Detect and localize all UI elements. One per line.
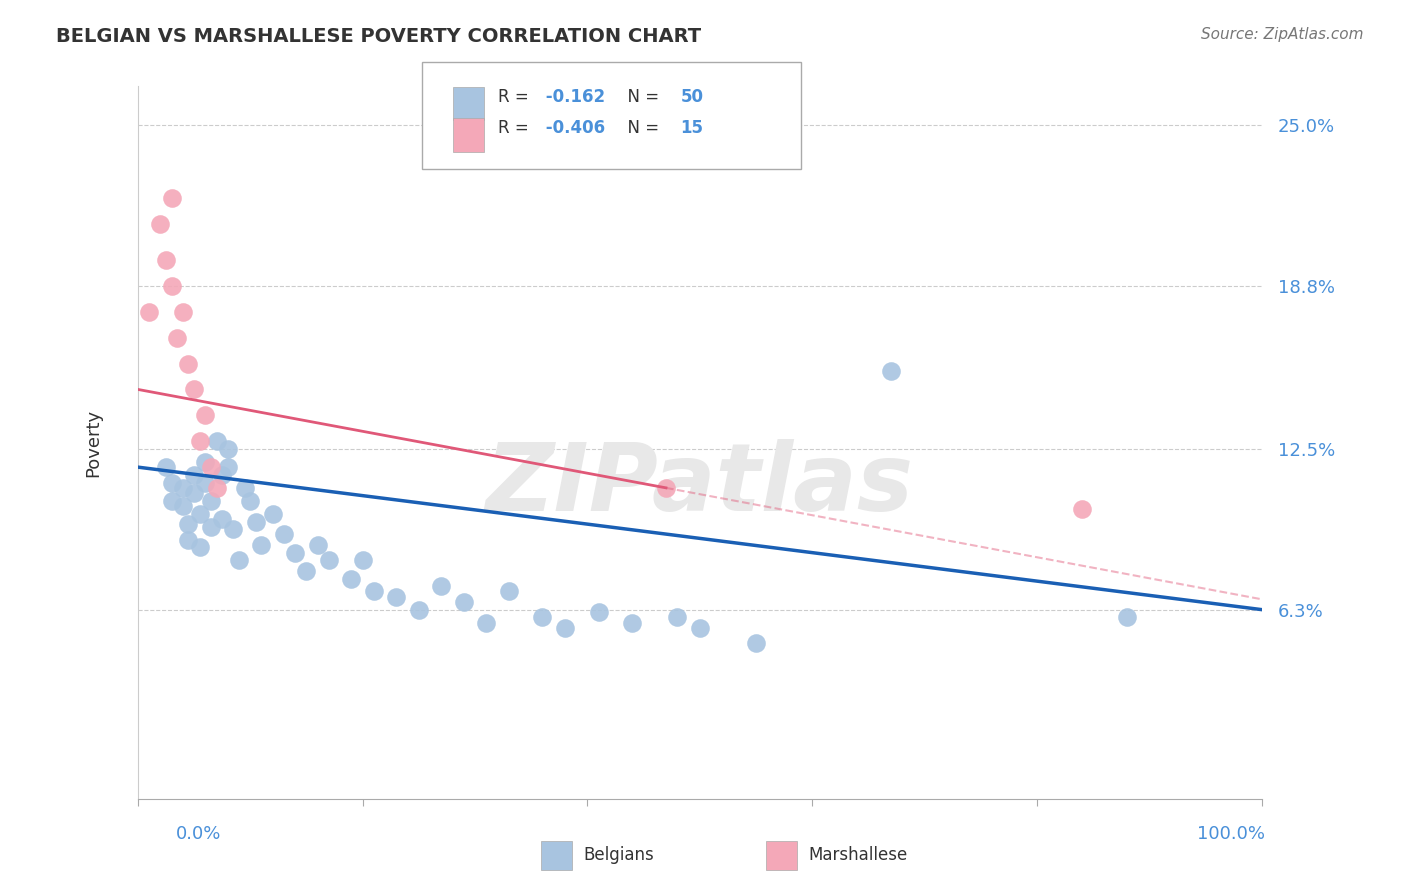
Text: 0.0%: 0.0% (176, 825, 221, 843)
Point (217, 442, 239, 456)
Text: 50: 50 (681, 87, 703, 105)
Point (194, 475, 217, 490)
Point (228, 553, 250, 567)
Point (188, 507, 211, 521)
Point (262, 507, 284, 521)
Point (1070, 501, 1092, 516)
Point (239, 493, 262, 508)
Point (160, 278, 183, 293)
Point (666, 610, 689, 624)
Point (177, 533, 200, 547)
Point (155, 460, 177, 475)
Text: Marshallese: Marshallese (808, 847, 908, 864)
Point (621, 615, 644, 630)
Text: N =: N = (617, 119, 665, 136)
Point (200, 519, 222, 533)
Point (222, 522, 245, 536)
Point (160, 191, 183, 205)
Point (177, 357, 200, 371)
Point (745, 636, 768, 650)
Point (172, 499, 194, 513)
Point (363, 584, 385, 599)
Point (453, 595, 475, 609)
Text: 15: 15 (681, 119, 703, 136)
Point (273, 527, 295, 541)
Point (498, 584, 520, 599)
Point (205, 481, 228, 495)
Point (430, 579, 453, 593)
Point (352, 553, 374, 567)
Point (200, 493, 222, 508)
Text: -0.162: -0.162 (540, 87, 605, 105)
Point (233, 481, 256, 495)
Point (194, 455, 217, 469)
Text: ZIPatlas: ZIPatlas (485, 439, 914, 532)
Point (385, 590, 408, 604)
Point (295, 564, 318, 578)
Point (205, 434, 228, 449)
Point (217, 460, 239, 475)
Point (183, 383, 205, 397)
Point (183, 467, 205, 482)
Point (183, 486, 205, 500)
Text: R =: R = (498, 119, 534, 136)
Point (160, 493, 183, 508)
Point (200, 460, 222, 475)
Text: N =: N = (617, 87, 665, 105)
Text: R =: R = (498, 87, 534, 105)
Point (188, 541, 211, 555)
Point (307, 538, 329, 552)
Point (138, 304, 160, 318)
Point (211, 512, 233, 526)
Text: BELGIAN VS MARSHALLESE POVERTY CORRELATION CHART: BELGIAN VS MARSHALLESE POVERTY CORRELATI… (56, 27, 702, 45)
Point (284, 546, 307, 560)
Point (155, 252, 177, 267)
Point (318, 553, 340, 567)
Point (408, 602, 430, 616)
Point (340, 572, 363, 586)
Point (160, 475, 183, 490)
Point (172, 304, 194, 318)
Point (188, 434, 211, 449)
Point (554, 621, 576, 635)
Point (194, 409, 217, 423)
Point (531, 610, 554, 624)
Text: 100.0%: 100.0% (1198, 825, 1265, 843)
Point (149, 217, 172, 231)
Point (880, 364, 903, 378)
Point (475, 615, 498, 630)
Text: Poverty: Poverty (84, 409, 103, 476)
Point (166, 330, 188, 344)
Text: -0.406: -0.406 (540, 119, 605, 136)
Point (245, 515, 267, 529)
Point (588, 605, 610, 619)
Point (1115, 610, 1137, 624)
Text: Source: ZipAtlas.com: Source: ZipAtlas.com (1201, 27, 1364, 42)
Text: Belgians: Belgians (583, 847, 654, 864)
Point (211, 467, 233, 482)
Point (250, 538, 273, 552)
Point (172, 481, 194, 495)
Point (655, 481, 678, 495)
Point (177, 517, 200, 532)
Point (689, 621, 711, 635)
